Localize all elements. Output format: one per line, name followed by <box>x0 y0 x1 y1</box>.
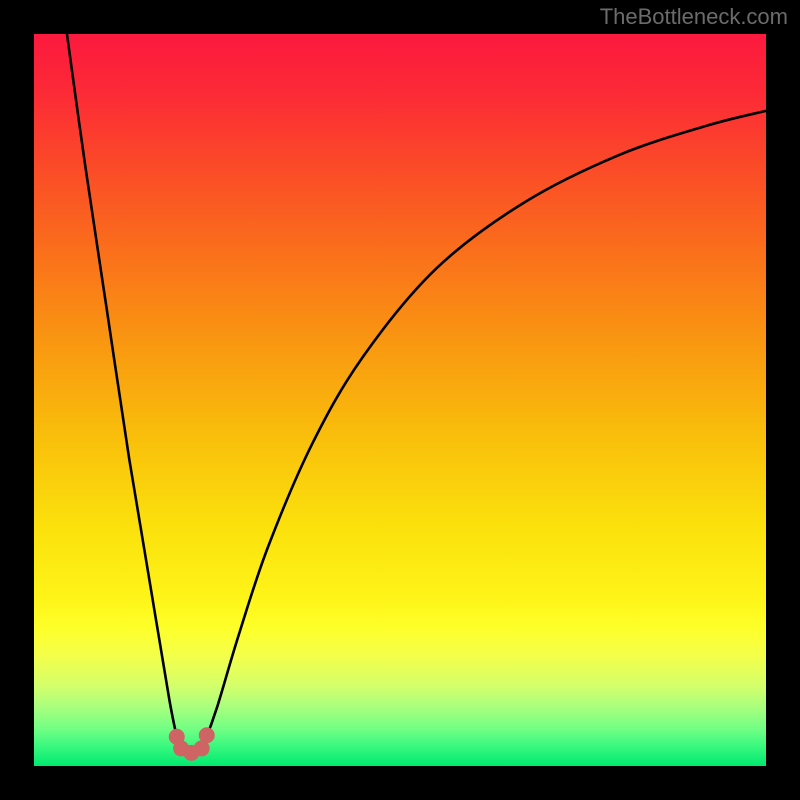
plot-background <box>34 34 766 766</box>
marker-point <box>199 728 214 743</box>
chart-container: TheBottleneck.com <box>0 0 800 800</box>
bottleneck-chart-svg <box>0 0 800 800</box>
